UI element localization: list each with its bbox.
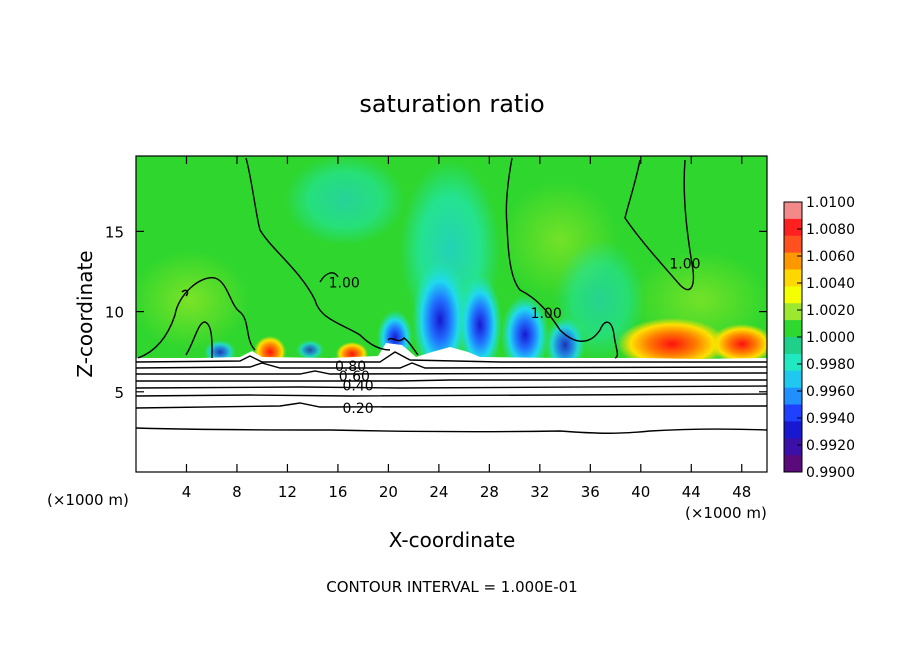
- colorbar-swatch: [784, 370, 802, 389]
- colorbar-swatch: [784, 404, 802, 422]
- x-tick-label: 8: [232, 483, 242, 501]
- contour-interval-note: CONTOUR INTERVAL = 1.000E-01: [326, 578, 577, 596]
- contour-labels: 1.00 1.00 1.00 0.800.600.40 0.20: [329, 256, 701, 416]
- x-unit-label-left: (×1000 m): [47, 491, 129, 509]
- y-tick-label: 15: [105, 223, 124, 241]
- contour-label: 0.80: [335, 359, 366, 375]
- colorbar-label: 1.0020: [806, 303, 855, 319]
- y-tick-label: 5: [114, 384, 124, 402]
- contour-label: 0.20: [343, 401, 374, 417]
- subsaturated-layer: [136, 343, 767, 472]
- x-tick-label: 4: [182, 483, 192, 501]
- colorbar-swatch: [784, 235, 802, 254]
- contour-1.00: [185, 321, 213, 359]
- blue-cell: [296, 340, 324, 360]
- colorbar-swatch: [784, 455, 802, 473]
- x-tick-label: 36: [581, 483, 600, 501]
- colorbar: 1.0100 1.0080 1.0060 1.0040 1.0020 1.0000 0.99…: [783, 195, 855, 481]
- contour-1.00: [624, 159, 695, 291]
- colorbar-label: 1.0080: [806, 222, 855, 238]
- yellow-patch: [136, 250, 250, 350]
- x-tick-label: 44: [682, 483, 701, 501]
- x-tick-label: 20: [379, 483, 398, 501]
- colorbar-swatch: [784, 353, 802, 372]
- x-unit-label-right: (×1000 m): [685, 504, 767, 522]
- contour-0.10: [136, 427, 767, 434]
- contour-0.30: [136, 393, 767, 397]
- colorbar-label: 0.9940: [806, 411, 855, 427]
- colorbar-swatch: [784, 421, 802, 439]
- contour-label: 1.00: [329, 276, 360, 292]
- colorbar-swatch: [784, 286, 802, 304]
- contour-label: 1.00: [669, 256, 700, 272]
- contour-1.00: [245, 157, 391, 351]
- contour-label: 1.00: [531, 306, 562, 322]
- colorbar-swatch: [784, 337, 802, 355]
- colorbar-label: 0.9980: [806, 357, 855, 373]
- contour-1.00: [181, 289, 189, 297]
- colorbar-label: 0.9960: [806, 384, 855, 400]
- contour-0.60: [136, 370, 767, 375]
- chart-title: saturation ratio: [359, 90, 544, 118]
- x-tick-label: 16: [328, 483, 347, 501]
- colorbar-label: 1.0000: [806, 330, 855, 346]
- colorbar-label: 1.0100: [806, 195, 855, 211]
- colorbar-swatch: [784, 269, 802, 287]
- x-tick-label: 40: [631, 483, 650, 501]
- blue-cell: [501, 295, 549, 375]
- x-axis-title: X-coordinate: [389, 528, 516, 552]
- y-axis-title: Z-coordinate: [73, 250, 97, 377]
- contour-0.70: [136, 362, 767, 369]
- colorbar-swatch: [784, 218, 802, 237]
- plot-area: 1.00 1.00 1.00 0.800.600.40 0.20: [136, 156, 767, 472]
- contour-0.50: [136, 379, 767, 382]
- colorbar-label: 0.9920: [806, 438, 855, 454]
- x-tick-label: 32: [530, 483, 549, 501]
- red-cell: [617, 318, 727, 370]
- x-tick-label: 28: [480, 483, 499, 501]
- colorbar-swatch: [784, 320, 802, 338]
- cyan-patch: [285, 156, 405, 245]
- colorbar-swatch: [784, 252, 802, 270]
- x-tick-label: 12: [278, 483, 297, 501]
- contour-1.00: [137, 277, 256, 359]
- y-tick-label: 10: [105, 304, 124, 322]
- red-cell: [710, 324, 767, 364]
- contour-label: 0.60: [339, 369, 370, 385]
- colorbar-label: 0.9900: [806, 465, 855, 481]
- colorbar-label: 1.0040: [806, 276, 855, 292]
- contour-1.00: [387, 337, 419, 356]
- blue-cell: [458, 275, 502, 375]
- contour-1.00: [319, 272, 339, 283]
- colorbar-swatch: [784, 303, 802, 321]
- contour-lines: [136, 157, 767, 434]
- contour-label: 0.40: [343, 378, 374, 394]
- colorbar-swatch: [784, 387, 802, 405]
- x-tick-label: 24: [429, 483, 448, 501]
- colorbar-label: 1.0060: [806, 249, 855, 265]
- colorbar-swatch: [784, 438, 802, 456]
- plot-frame: [135, 155, 768, 473]
- colorbar-swatch: [784, 202, 802, 220]
- contour-1.00: [505, 157, 619, 359]
- contour-0.40: [136, 385, 767, 389]
- contour-0.80: [136, 351, 767, 363]
- contour-0.20: [136, 402, 767, 409]
- x-tick-label: 48: [732, 483, 751, 501]
